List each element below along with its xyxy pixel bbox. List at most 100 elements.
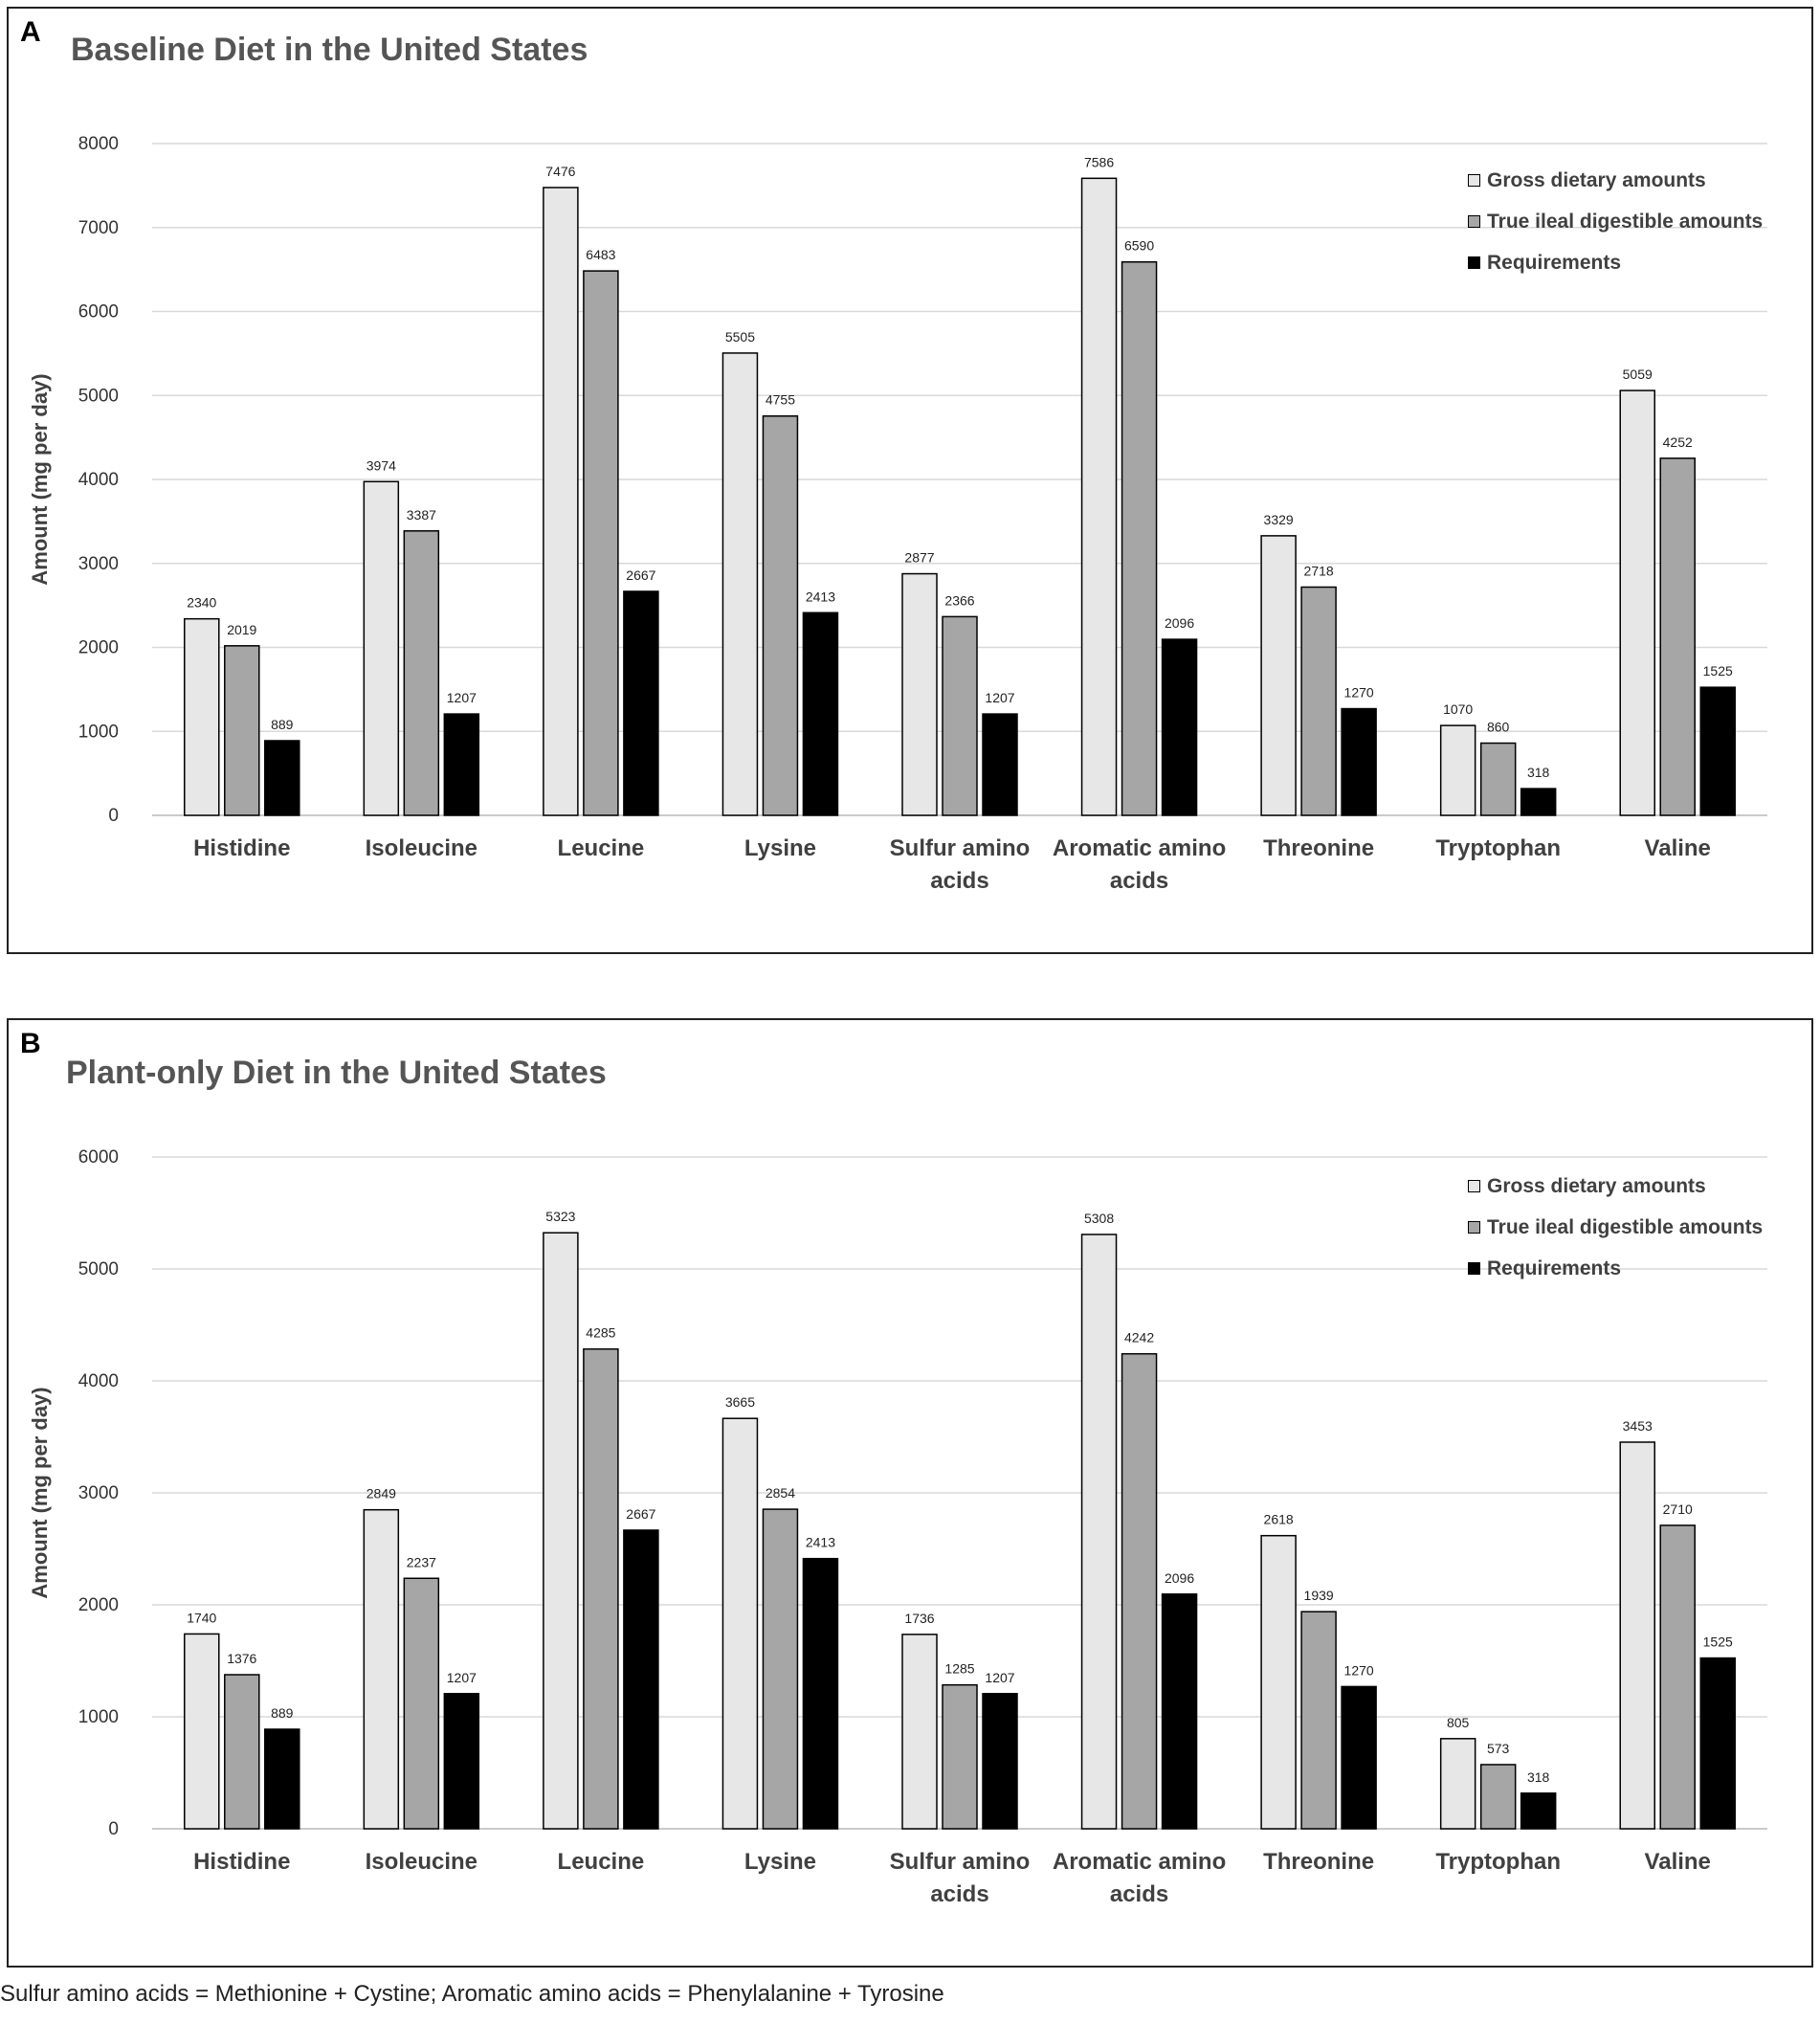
x-tick-label: Leucine <box>558 835 645 861</box>
legend-label: True ileal digestible amounts <box>1487 1215 1764 1238</box>
bar <box>802 612 839 816</box>
legend-item-requirements: Requirements <box>1468 1248 1763 1289</box>
bar <box>1260 1534 1297 1830</box>
x-tick-label: Aromatic amino <box>1053 1849 1226 1875</box>
data-label: 6590 <box>1124 238 1154 254</box>
data-label: 2667 <box>626 1506 655 1522</box>
bar <box>403 1577 440 1830</box>
bar <box>1699 686 1736 816</box>
bar <box>1260 535 1297 816</box>
x-tick-label: acids <box>930 1881 988 1907</box>
data-label: 2618 <box>1264 1512 1294 1527</box>
data-label: 2340 <box>187 595 216 611</box>
legend-label: Gross dietary amounts <box>1487 1174 1706 1197</box>
data-label: 2854 <box>766 1485 795 1501</box>
bar <box>623 1529 659 1830</box>
y-tick-label: 2000 <box>78 1595 119 1615</box>
data-label: 1376 <box>227 1651 256 1666</box>
data-label: 1939 <box>1304 1588 1334 1603</box>
data-label: 5059 <box>1623 367 1653 382</box>
bar <box>443 1693 480 1830</box>
data-label: 1207 <box>447 690 477 705</box>
bar <box>1520 1792 1557 1830</box>
bar <box>224 645 260 816</box>
x-tick-label: Histidine <box>193 1849 290 1875</box>
bar <box>363 1508 400 1830</box>
bar <box>982 1693 1018 1830</box>
bar <box>1479 1764 1517 1830</box>
data-label: 3329 <box>1264 512 1294 527</box>
data-label: 318 <box>1527 1769 1550 1785</box>
data-label: 318 <box>1527 765 1550 780</box>
legend-item-requirements: Requirements <box>1468 242 1763 283</box>
data-label: 2710 <box>1663 1501 1693 1517</box>
bar <box>1439 724 1476 816</box>
bar <box>1619 389 1655 816</box>
data-label: 7476 <box>545 164 575 179</box>
bar <box>543 1232 579 1830</box>
bar <box>1439 1738 1476 1830</box>
data-label: 2849 <box>366 1486 396 1501</box>
y-tick-label: 4000 <box>78 1371 119 1391</box>
y-tick-label: 6000 <box>78 302 119 323</box>
legend-swatch-gross <box>1468 174 1480 187</box>
bar <box>721 1417 759 1830</box>
y-tick-label: 1000 <box>78 722 119 742</box>
bar <box>623 590 659 816</box>
data-label: 2413 <box>806 589 835 604</box>
y-tick-label: 3000 <box>78 1483 119 1503</box>
x-tick-label: Histidine <box>193 835 290 861</box>
x-tick-label: acids <box>1110 1881 1168 1907</box>
legend-item-digestible: True ileal digestible amounts <box>1468 201 1763 242</box>
bar <box>1121 1352 1158 1830</box>
bar <box>363 480 400 816</box>
bar <box>1080 1234 1118 1830</box>
data-label: 5323 <box>545 1209 575 1224</box>
chart-legend: Gross dietary amounts True ileal digesti… <box>1468 160 1763 283</box>
data-label: 3453 <box>1623 1418 1653 1434</box>
data-label: 1207 <box>447 1670 477 1685</box>
data-label: 805 <box>1447 1715 1470 1730</box>
data-label: 889 <box>271 717 294 732</box>
x-tick-label: Lysine <box>744 1849 816 1875</box>
x-tick-label: Isoleucine <box>366 835 477 861</box>
bar <box>802 1557 839 1830</box>
bar <box>184 1633 220 1830</box>
x-tick-label: Threonine <box>1263 1849 1374 1875</box>
data-label: 2877 <box>904 550 934 566</box>
data-label: 4285 <box>586 1325 615 1341</box>
y-axis-title: Amount (mg per day) <box>28 1387 52 1598</box>
x-tick-label: Tryptophan <box>1435 835 1561 861</box>
data-label: 1285 <box>944 1661 974 1677</box>
bar <box>1300 1611 1337 1830</box>
bar <box>1341 1685 1377 1830</box>
legend-item-gross: Gross dietary amounts <box>1468 1166 1763 1207</box>
bar <box>1520 788 1557 816</box>
data-label: 2096 <box>1165 615 1194 631</box>
data-label: 4755 <box>766 392 795 408</box>
bar <box>721 352 759 816</box>
data-label: 2718 <box>1304 563 1334 578</box>
data-label: 1525 <box>1703 663 1733 678</box>
x-tick-label: Sulfur amino <box>890 835 1031 861</box>
bar <box>1080 177 1118 816</box>
y-tick-label: 0 <box>108 1819 119 1839</box>
legend-swatch-requirements <box>1468 256 1480 269</box>
data-label: 5505 <box>725 329 755 345</box>
panel-label: B <box>20 1028 41 1059</box>
legend-swatch-requirements <box>1468 1262 1480 1275</box>
y-tick-label: 8000 <box>78 134 119 154</box>
data-label: 1207 <box>985 690 1014 705</box>
bar <box>762 1508 799 1830</box>
bar <box>1659 1524 1696 1830</box>
data-label: 1736 <box>904 1611 934 1626</box>
y-tick-label: 0 <box>108 806 119 826</box>
legend-item-gross: Gross dietary amounts <box>1468 160 1763 201</box>
legend-swatch-digestible <box>1468 1221 1480 1234</box>
bar <box>1619 1441 1655 1830</box>
bar <box>1699 1657 1736 1830</box>
y-tick-label: 3000 <box>78 554 119 574</box>
chart-panel-a: A Baseline Diet in the United States 0 10… <box>7 7 1813 954</box>
x-tick-label: Isoleucine <box>366 1849 477 1875</box>
legend-swatch-gross <box>1468 1180 1480 1192</box>
